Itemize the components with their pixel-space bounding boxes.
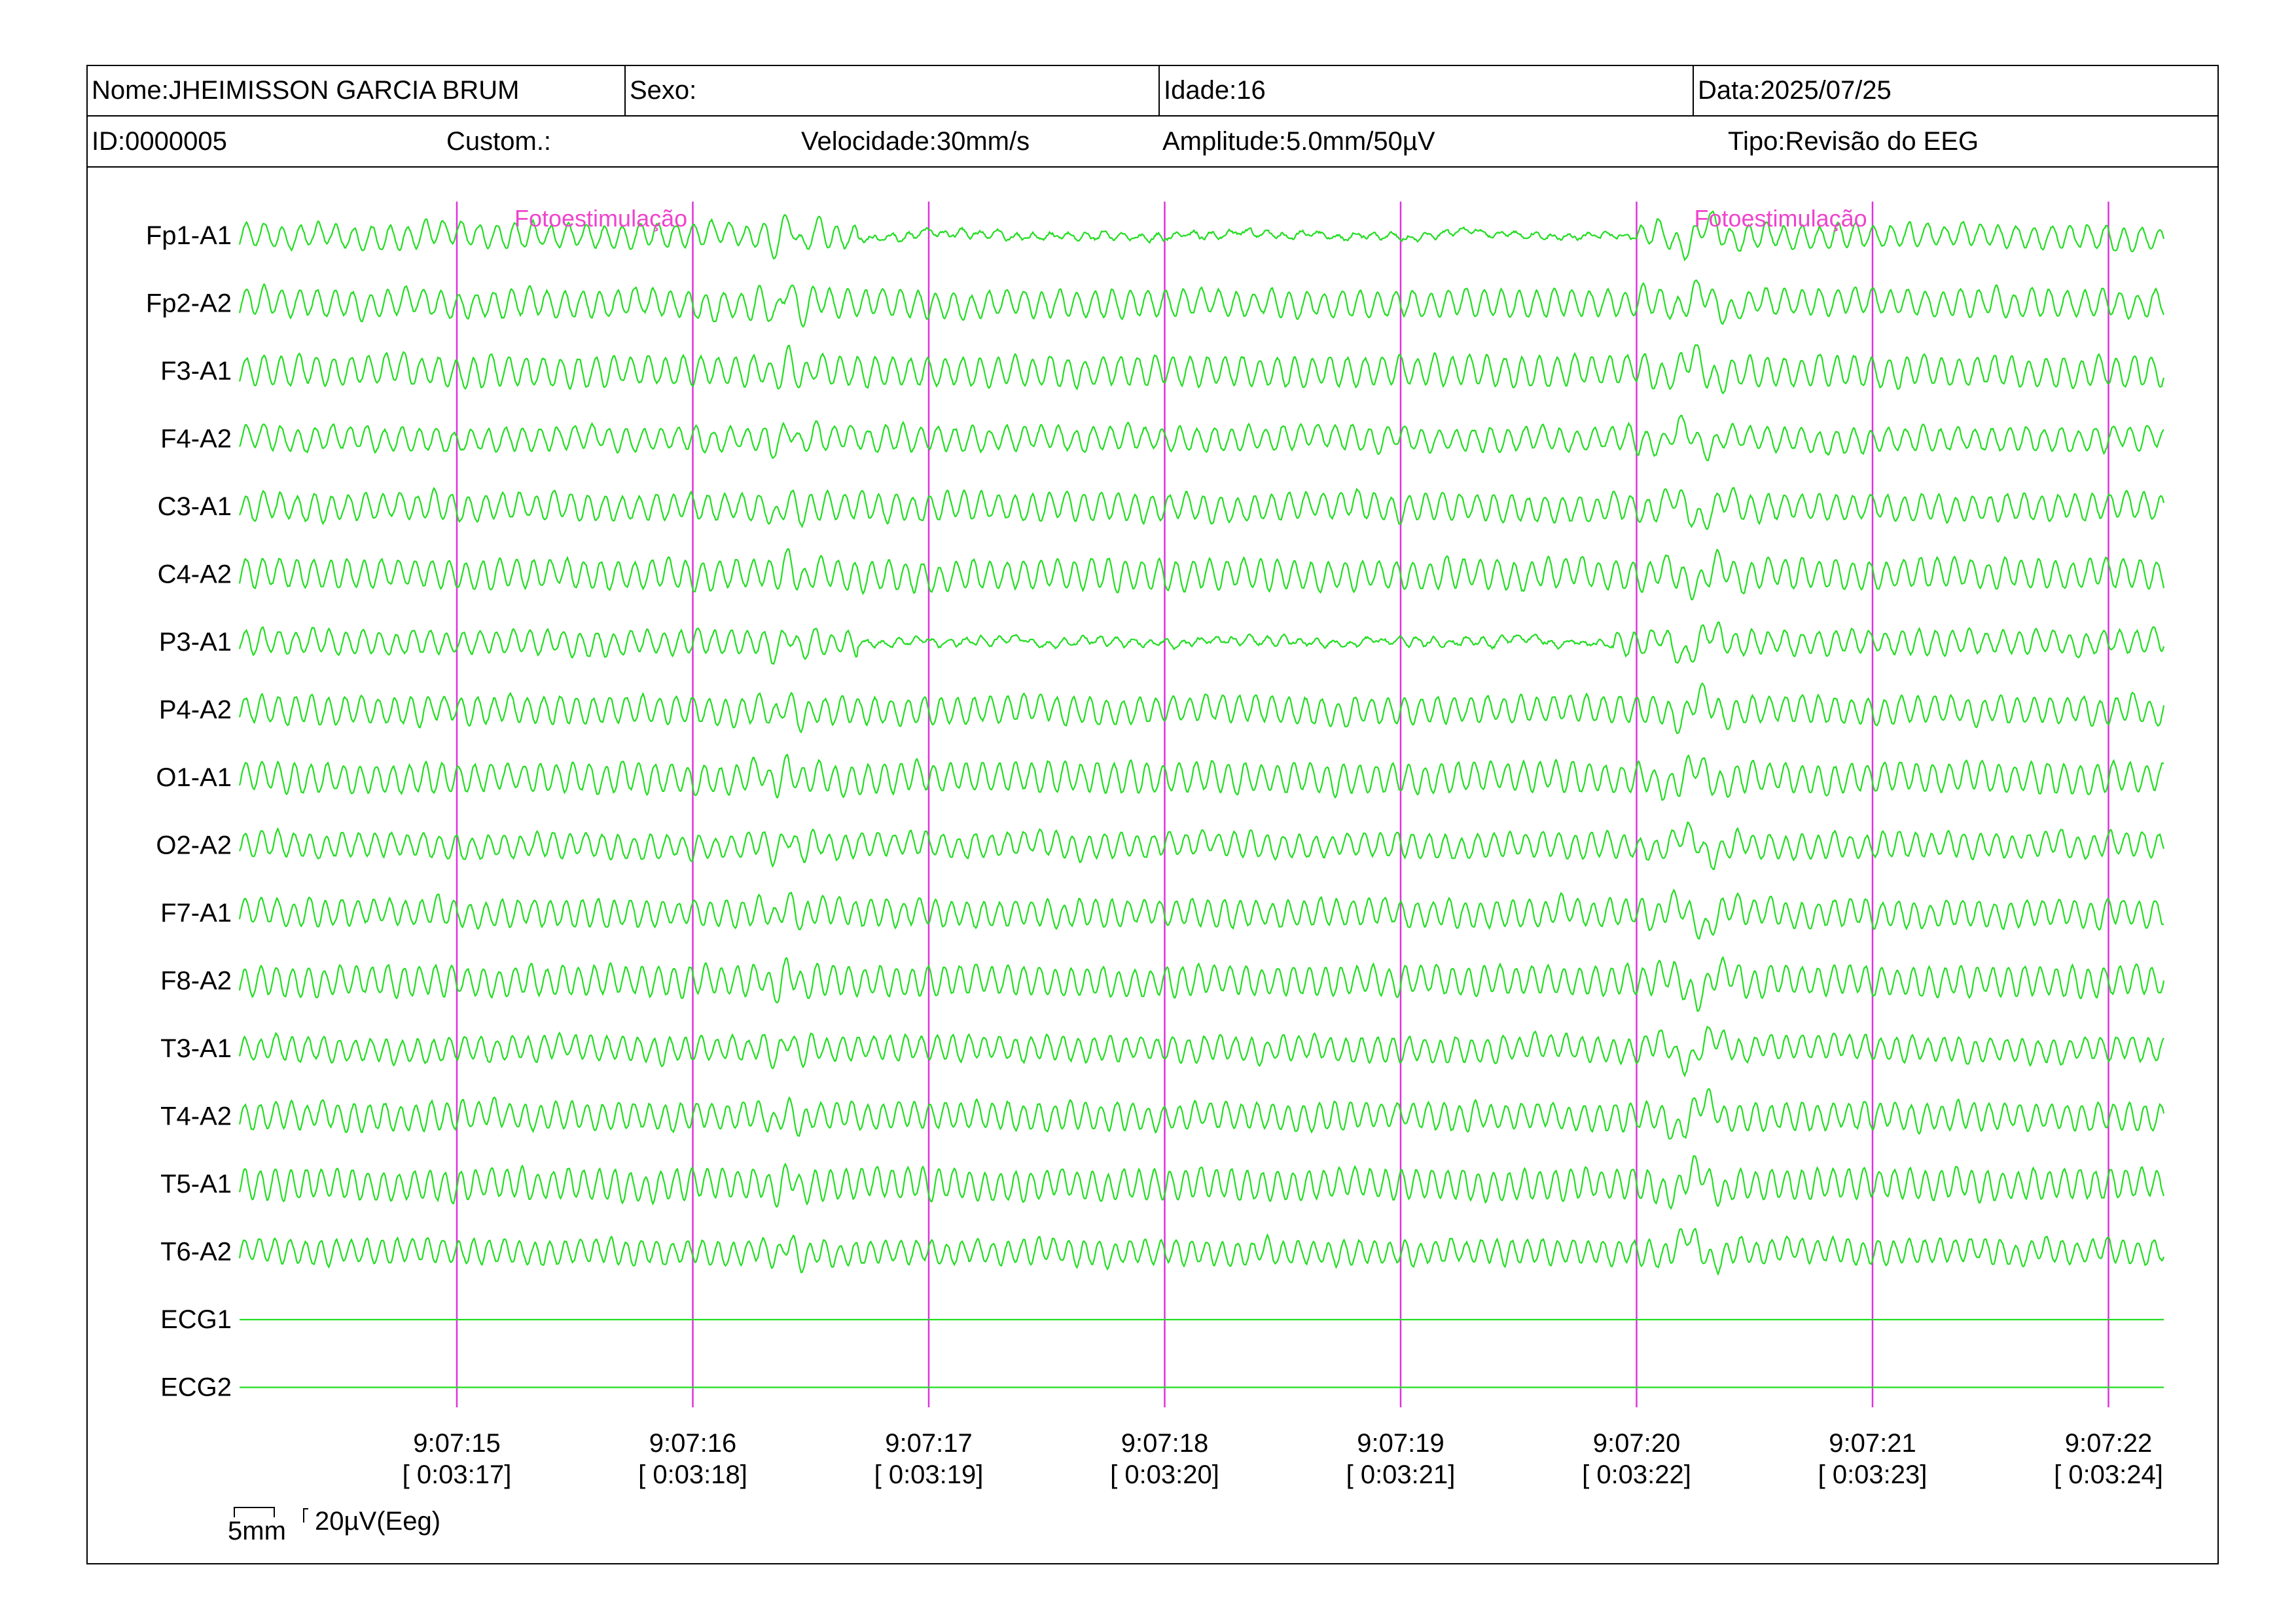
sweep-speed: Velocidade:30mm/s [801,126,1030,156]
eeg-trace [238,956,2165,1012]
exam-date: Data:2025/07/25 [1693,66,2219,115]
scale-bar-x-label: 5mm [228,1517,286,1545]
time-clock-label: 9:07:16 [649,1429,736,1458]
report-frame: Nome:JHEIMISSON GARCIA BRUM Sexo: Idade:… [86,65,2219,1564]
channel-label: P4-A2 [159,696,232,725]
time-elapsed-label: [ 0:03:18] [638,1460,747,1489]
channel-label: C4-A2 [158,560,232,589]
header-row-1: Nome:JHEIMISSON GARCIA BRUM Sexo: Idade:… [88,66,2217,117]
amplitude-setting: Amplitude:5.0mm/50µV [1162,126,1435,156]
channel-label: ECG1 [160,1305,232,1334]
patient-age: Idade:16 [1158,66,1693,115]
channel-label: Fp2-A2 [146,289,232,318]
time-clock-label: 9:07:22 [2065,1429,2152,1458]
time-markers [456,202,2109,1407]
eeg-trace [238,344,2165,395]
eeg-trace [238,210,2165,262]
time-elapsed-label: [ 0:03:22] [1582,1460,1691,1489]
event-annotations: Fotoestimulação Fotoestimulação [514,205,1867,232]
channel-label: F7-A1 [160,899,232,928]
eeg-trace [238,1227,2165,1276]
eeg-trace [238,486,2165,530]
channel-label: O1-A1 [156,763,232,792]
patient-sex: Sexo: [624,66,1158,115]
eeg-trace [238,821,2165,871]
eeg-trace [238,1155,2165,1210]
eeg-traces [238,210,2165,1388]
eeg-trace [238,888,2164,940]
time-clock-label: 9:07:17 [885,1429,972,1458]
channel-label: P3-A1 [159,628,232,657]
channel-label: T3-A1 [160,1034,232,1063]
eeg-trace [238,753,2164,801]
time-elapsed-label: [ 0:03:19] [874,1460,984,1489]
patient-id: ID:0000005 [92,126,227,156]
eeg-trace [238,682,2165,734]
channel-label: ECG2 [160,1373,232,1402]
header-row-2: ID:0000005 Custom.: Velocidade:30mm/s Am… [88,117,2217,168]
time-clock-label: 9:07:18 [1121,1429,1208,1458]
eeg-trace [238,1025,2164,1078]
scale-bar-y-bracket [303,1508,308,1523]
patient-name: Nome:JHEIMISSON GARCIA BRUM [92,76,520,105]
channel-label: T5-A1 [160,1170,232,1199]
eeg-trace [238,1088,2165,1140]
channel-label: F8-A2 [160,967,232,996]
channel-label: Fp1-A1 [146,221,232,250]
time-elapsed-label: [ 0:03:20] [1110,1460,1219,1489]
eeg-trace [238,279,2165,328]
time-elapsed-label: [ 0:03:17] [403,1460,512,1489]
eeg-trace [238,621,2165,665]
scale-bar: 5mm 20µV(Eeg) [228,1507,440,1545]
channel-label: F4-A2 [160,425,232,454]
channel-labels: Fp1-A1 Fp2-A2 F3-A1 F4-A2 C3-A1 C4-A2 P3-A1 P4-… [146,221,232,1402]
scale-bar-x-bracket [234,1507,275,1517]
scale-bar-y-label: 20µV(Eeg) [315,1507,440,1536]
channel-label: C3-A1 [158,492,232,521]
time-clock-label: 9:07:21 [1829,1429,1916,1458]
channel-label: T6-A2 [160,1238,232,1267]
eeg-trace [238,414,2164,461]
time-clock-label: 9:07:20 [1593,1429,1680,1458]
channel-label: T4-A2 [160,1102,232,1131]
eeg-trace [238,548,2165,601]
time-clock-label: 9:07:19 [1357,1429,1444,1458]
channel-label: F3-A1 [160,357,232,386]
time-elapsed-label: [ 0:03:24] [2054,1460,2163,1489]
custom-field: Custom.: [446,126,552,156]
event-label: Fotoestimulação [514,205,687,232]
time-elapsed-label: [ 0:03:23] [1818,1460,1928,1489]
event-label: Fotoestimulação [1695,205,1867,232]
time-elapsed-label: [ 0:03:21] [1346,1460,1456,1489]
review-type: Tipo:Revisão do EEG [1728,126,1979,156]
time-clock-label: 9:07:15 [413,1429,500,1458]
time-labels: 9:07:15[ 0:03:17] 9:07:16[ 0:03:18] 9:07:1… [403,1429,2163,1489]
channel-label: O2-A2 [156,831,232,860]
